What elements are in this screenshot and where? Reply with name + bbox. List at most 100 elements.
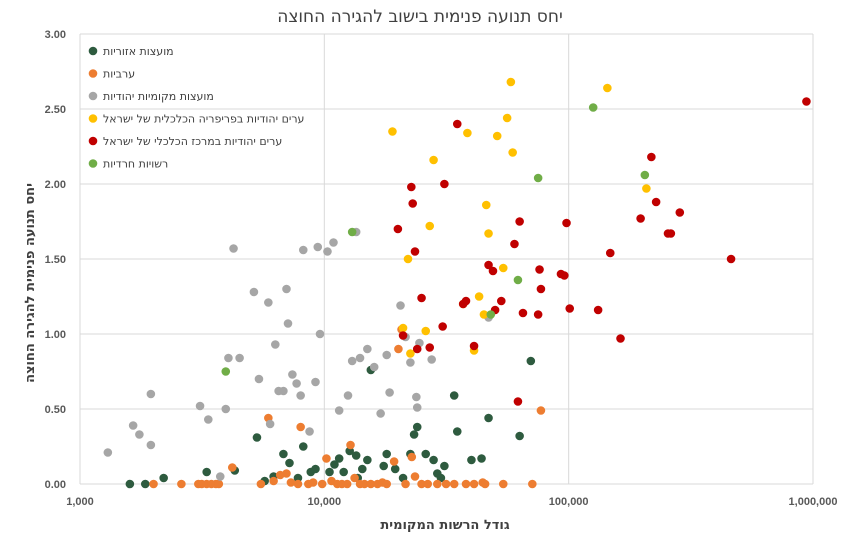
data-point bbox=[298, 245, 308, 255]
data-point bbox=[317, 479, 327, 489]
y-tick-label: 0.50 bbox=[45, 404, 66, 416]
data-point bbox=[560, 271, 569, 280]
gridlines bbox=[79, 33, 814, 485]
data-point bbox=[469, 341, 479, 351]
data-point bbox=[252, 433, 262, 442]
data-point bbox=[515, 431, 524, 441]
x-tick-label: 100,000 bbox=[549, 496, 589, 508]
data-point bbox=[394, 344, 403, 354]
legend-marker bbox=[88, 114, 98, 123]
data-point bbox=[421, 326, 431, 336]
y-tick-label: 1.00 bbox=[45, 329, 66, 341]
data-point bbox=[647, 152, 656, 162]
data-point bbox=[235, 353, 244, 363]
data-point bbox=[467, 455, 476, 465]
data-point bbox=[203, 415, 213, 424]
series-group bbox=[221, 103, 650, 376]
data-point bbox=[334, 406, 344, 415]
data-point bbox=[477, 454, 486, 463]
data-point bbox=[410, 247, 420, 256]
data-point bbox=[149, 479, 158, 489]
data-point bbox=[498, 479, 508, 489]
data-point bbox=[425, 221, 435, 231]
data-point bbox=[412, 422, 422, 432]
x-tick-labels: 1,000 10,000 100,000 1,000,000 bbox=[66, 496, 837, 508]
data-point bbox=[355, 353, 365, 363]
data-point bbox=[536, 406, 546, 415]
data-point bbox=[452, 119, 462, 129]
data-point bbox=[293, 473, 303, 483]
data-point bbox=[603, 83, 612, 93]
data-point bbox=[407, 452, 417, 462]
data-point bbox=[286, 478, 296, 487]
data-point bbox=[285, 458, 294, 468]
data-point bbox=[350, 473, 359, 483]
data-point bbox=[195, 401, 205, 411]
data-point bbox=[410, 472, 420, 481]
data-point bbox=[221, 367, 231, 376]
legend-marker bbox=[88, 91, 98, 101]
data-point bbox=[308, 478, 318, 487]
legend: מועצות אזוריות ערביות מועצות מקומיות יהודי… bbox=[88, 45, 304, 171]
data-point bbox=[508, 148, 517, 157]
data-point bbox=[279, 386, 288, 396]
data-point bbox=[382, 449, 392, 459]
data-point bbox=[146, 389, 156, 399]
data-point bbox=[429, 155, 438, 165]
data-point bbox=[311, 377, 320, 387]
data-point bbox=[474, 292, 484, 301]
legend-marker bbox=[88, 69, 98, 78]
data-point bbox=[279, 449, 288, 459]
data-point bbox=[396, 301, 405, 310]
data-point bbox=[360, 479, 369, 489]
data-point bbox=[492, 131, 502, 141]
data-point bbox=[593, 305, 603, 315]
data-point bbox=[513, 397, 523, 406]
data-point bbox=[588, 103, 598, 112]
x-axis-title: גודל הרשות המקומית bbox=[380, 518, 509, 533]
data-point bbox=[334, 454, 344, 463]
data-point bbox=[486, 310, 496, 319]
data-point bbox=[515, 217, 524, 226]
data-point bbox=[406, 358, 415, 367]
data-point bbox=[409, 430, 419, 439]
legend-label: ערים יהודיות בפריפריה הכלכלית של ישראל bbox=[103, 113, 304, 126]
data-point bbox=[376, 409, 385, 418]
data-point bbox=[481, 200, 491, 210]
y-tick-label: 2.50 bbox=[45, 104, 66, 116]
data-point bbox=[406, 349, 415, 358]
data-point bbox=[513, 275, 523, 285]
data-point bbox=[403, 254, 413, 264]
data-point bbox=[484, 229, 493, 238]
x-tick-label: 1,000,000 bbox=[789, 496, 838, 508]
data-point bbox=[249, 287, 259, 297]
y-tick-label: 2.00 bbox=[45, 179, 66, 191]
data-point bbox=[469, 479, 479, 489]
data-point bbox=[330, 460, 339, 469]
legend-marker bbox=[88, 46, 98, 56]
data-point bbox=[347, 356, 357, 366]
data-point bbox=[366, 479, 376, 489]
data-point bbox=[480, 479, 490, 489]
data-point bbox=[382, 350, 392, 360]
data-point bbox=[433, 479, 442, 489]
data-point bbox=[452, 427, 462, 436]
data-point bbox=[510, 239, 519, 249]
data-point bbox=[282, 284, 291, 294]
data-point bbox=[322, 454, 331, 463]
legend-label: מועצות אזוריות bbox=[103, 45, 174, 58]
data-point bbox=[271, 340, 280, 349]
x-tick-label: 1,000 bbox=[66, 496, 94, 508]
data-point bbox=[269, 476, 278, 486]
data-point bbox=[292, 379, 301, 388]
data-point bbox=[417, 293, 426, 303]
data-point bbox=[227, 463, 237, 472]
data-point bbox=[463, 128, 472, 138]
data-points bbox=[103, 77, 811, 489]
chart-title: יחס תנועה פנימית בישוב להגירה החוצה bbox=[277, 7, 563, 27]
data-point bbox=[518, 308, 528, 318]
data-point bbox=[535, 265, 544, 274]
data-point bbox=[103, 448, 113, 457]
